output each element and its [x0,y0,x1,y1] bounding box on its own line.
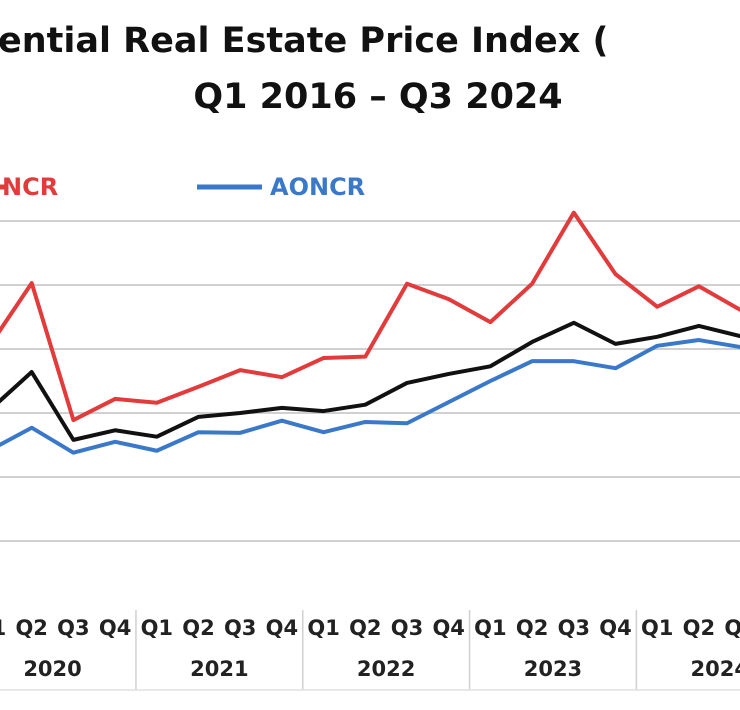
x-tick-label: Q4 [266,616,298,640]
x-tick-label: Q1 [307,616,339,640]
x-tick-label: Q1 [641,616,673,640]
x-tick-label: Q2 [182,616,214,640]
year-label: 2022 [357,657,415,681]
x-tick-label: Q4 [432,616,464,640]
year-label: 2020 [23,657,81,681]
series-line [0,210,740,423]
x-tick-label: Q2 [15,616,47,640]
x-tick-label: Q3 [558,616,590,640]
year-label: 2024 [691,657,740,681]
chart-title: ential Real Estate Price Index ( [0,21,608,61]
x-tick-label: Q4 [599,616,631,640]
x-tick-label: Q4 [99,616,131,640]
x-tick-label: Q2 [683,616,715,640]
series-line [0,320,740,442]
x-tick-label: Q3 [224,616,256,640]
x-tick-label: Q1 [141,616,173,640]
chart-subtitle: Q1 2016 – Q3 2024 [193,77,562,117]
legend-label: NCR [2,173,58,201]
x-tick-label: Q2 [516,616,548,640]
year-label: 2021 [190,657,248,681]
series-line [0,338,740,455]
x-tick-label: Q1 [0,616,6,640]
year-label: 2023 [524,657,582,681]
x-tick-label: Q1 [474,616,506,640]
x-tick-label: Q3 [57,616,89,640]
x-tick-label: Q2 [349,616,381,640]
x-tick-label: Q3 [391,616,423,640]
x-tick-label: Q3 [724,616,740,640]
legend-label: AONCR [270,173,365,201]
